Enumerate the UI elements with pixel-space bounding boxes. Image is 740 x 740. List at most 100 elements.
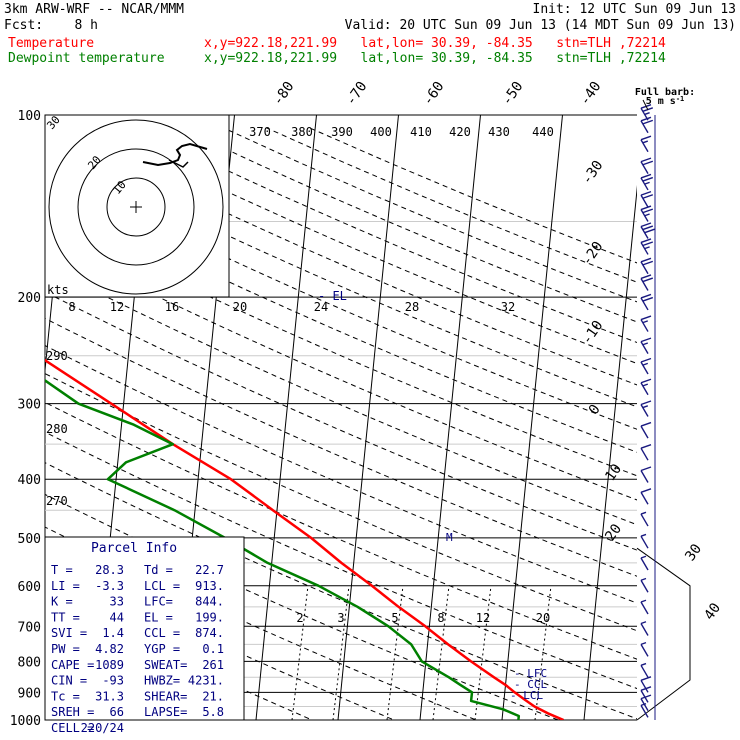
parcel-cell: Tc = bbox=[51, 689, 80, 703]
wind-barb-flag bbox=[642, 119, 654, 125]
wind-barb-staff bbox=[640, 120, 649, 134]
parcel-cell: 220/24 bbox=[81, 721, 124, 735]
barb-legend: Full barb: 5 m s-1 bbox=[635, 87, 695, 111]
isotherm-label: -30 bbox=[579, 158, 607, 188]
hodograph-speed-label: 32 bbox=[501, 300, 515, 314]
wind-barb-staff bbox=[640, 705, 649, 718]
hodograph-box bbox=[44, 114, 230, 298]
lcl-marker: - LCL bbox=[510, 689, 543, 702]
wind-barb-staff bbox=[640, 242, 649, 255]
wind-barb-staff bbox=[640, 261, 649, 275]
parcel-cell: TT = bbox=[51, 610, 80, 624]
wind-barb-flag bbox=[642, 140, 649, 144]
wind-barb-flag bbox=[644, 111, 650, 116]
pressure-tick-label: 900 bbox=[18, 686, 41, 701]
dewpoint-legend-info: x,y=922.18,221.99 lat,lon= 30.39, -84.35… bbox=[204, 51, 666, 66]
isotherm-label: -60 bbox=[420, 79, 448, 109]
wind-barb-staff bbox=[640, 139, 649, 153]
wind-barb-staff bbox=[640, 513, 649, 527]
isotherm-label: -20 bbox=[579, 239, 607, 269]
wind-barb-flag bbox=[640, 599, 647, 603]
parcel-cell: 1089 bbox=[95, 658, 124, 672]
wind-barb-flag bbox=[640, 116, 652, 122]
parcel-box bbox=[44, 536, 245, 721]
pressure-tick-label: 600 bbox=[18, 580, 41, 595]
mixing-ratio-line bbox=[432, 585, 450, 720]
wind-barb-flag bbox=[642, 405, 649, 409]
pressure-tick-label: 300 bbox=[18, 398, 41, 413]
wind-barb-flag bbox=[640, 293, 652, 299]
pressure-tick-label: 500 bbox=[18, 532, 41, 547]
wind-barb-flag bbox=[640, 444, 652, 449]
model-title: 3km ARW-WRF -- NCAR/MMM bbox=[4, 2, 185, 17]
isotherm-line bbox=[419, 115, 481, 720]
wind-barb-flag bbox=[640, 511, 647, 515]
wind-barb-flag bbox=[644, 228, 655, 234]
parcel-cell: HWBZ= bbox=[144, 674, 180, 688]
isotherm-line bbox=[255, 115, 317, 720]
parcel-cell: 4.82 bbox=[95, 642, 124, 656]
parcel-cell: 28.3 bbox=[95, 563, 124, 577]
wind-barb-flag bbox=[642, 260, 654, 266]
wind-barb-staff bbox=[640, 491, 649, 505]
parcel-cell: 844. bbox=[195, 595, 224, 609]
parcel-cell: 33 bbox=[110, 595, 124, 609]
wind-barb-flag bbox=[640, 400, 652, 406]
dry-adiabat-line bbox=[45, 431, 637, 690]
dry-adiabat-line bbox=[45, 265, 637, 526]
wind-barb-staff bbox=[640, 404, 649, 417]
wind-barb-flag bbox=[640, 555, 647, 559]
parcel-cell: 1.4 bbox=[102, 626, 124, 640]
wind-barb-flag bbox=[640, 676, 652, 681]
parcel-cell: 22.7 bbox=[195, 563, 224, 577]
wind-barb-flag bbox=[640, 190, 652, 196]
el-marker: - EL bbox=[318, 289, 347, 303]
theta-label: 280 bbox=[46, 422, 68, 436]
parcel-cell: 199. bbox=[195, 610, 224, 624]
parcel-cell: 31.3 bbox=[95, 689, 124, 703]
parcel-cell: SREH = bbox=[51, 705, 94, 719]
dry-adiabat-line bbox=[45, 317, 637, 577]
pressure-tick-label: 1000 bbox=[10, 714, 41, 729]
mixing-ratio-line bbox=[291, 585, 309, 720]
theta-label: 290 bbox=[46, 349, 68, 363]
parcel-cell: K = bbox=[51, 595, 73, 609]
wind-barb-flag bbox=[640, 378, 652, 384]
wind-barb-flag bbox=[642, 208, 654, 214]
isotherm-label: 20 bbox=[602, 521, 625, 544]
isentrope-label: 370 bbox=[249, 125, 271, 139]
wind-barb-flag bbox=[640, 222, 652, 228]
hodograph-speed-label: 20 bbox=[233, 300, 247, 314]
wind-barb-flag bbox=[642, 176, 654, 182]
valid-time: Valid: 20 UTC Sun 09 Jun 13 (14 MDT Sun … bbox=[344, 18, 736, 33]
ccl-marker: - CCL bbox=[514, 678, 547, 691]
barb-legend-staff bbox=[642, 99, 649, 111]
parcel-cell: 913. bbox=[195, 579, 224, 593]
hodograph-ring bbox=[106, 177, 166, 237]
isentrope-label: 440 bbox=[532, 125, 554, 139]
parcel-cell: LI = bbox=[51, 579, 80, 593]
parcel-cell: CAPE = bbox=[51, 658, 94, 672]
hodograph-speed-label: 24 bbox=[314, 300, 328, 314]
wind-barb-staff bbox=[640, 535, 649, 549]
wind-barb-staff bbox=[640, 194, 649, 208]
parcel-cell: -93 bbox=[102, 674, 124, 688]
wind-barb-flag bbox=[640, 315, 652, 321]
wind-barb-staff bbox=[640, 361, 649, 375]
hodograph-axis-label: kts bbox=[47, 283, 69, 297]
wind-barb-staff bbox=[640, 319, 649, 332]
dry-adiabat-line bbox=[45, 291, 637, 551]
parcel-cell: 5.8 bbox=[202, 705, 224, 719]
wind-barb-flag bbox=[642, 241, 654, 247]
hodograph-storm-marker bbox=[168, 159, 189, 168]
hodograph-speed-label: 8 bbox=[68, 300, 75, 314]
wind-barb-staff bbox=[640, 425, 649, 439]
wind-barb-flag bbox=[640, 274, 652, 280]
wind-barb-staff bbox=[640, 382, 649, 396]
chart-series bbox=[45, 358, 564, 720]
barb-legend-title: Full barb: bbox=[635, 87, 695, 98]
wind-barb-flag bbox=[642, 342, 649, 346]
wind-barb-flag bbox=[640, 488, 652, 493]
barb-legend-exponent: -1 bbox=[676, 95, 684, 103]
wind-barb-flag bbox=[640, 621, 647, 625]
